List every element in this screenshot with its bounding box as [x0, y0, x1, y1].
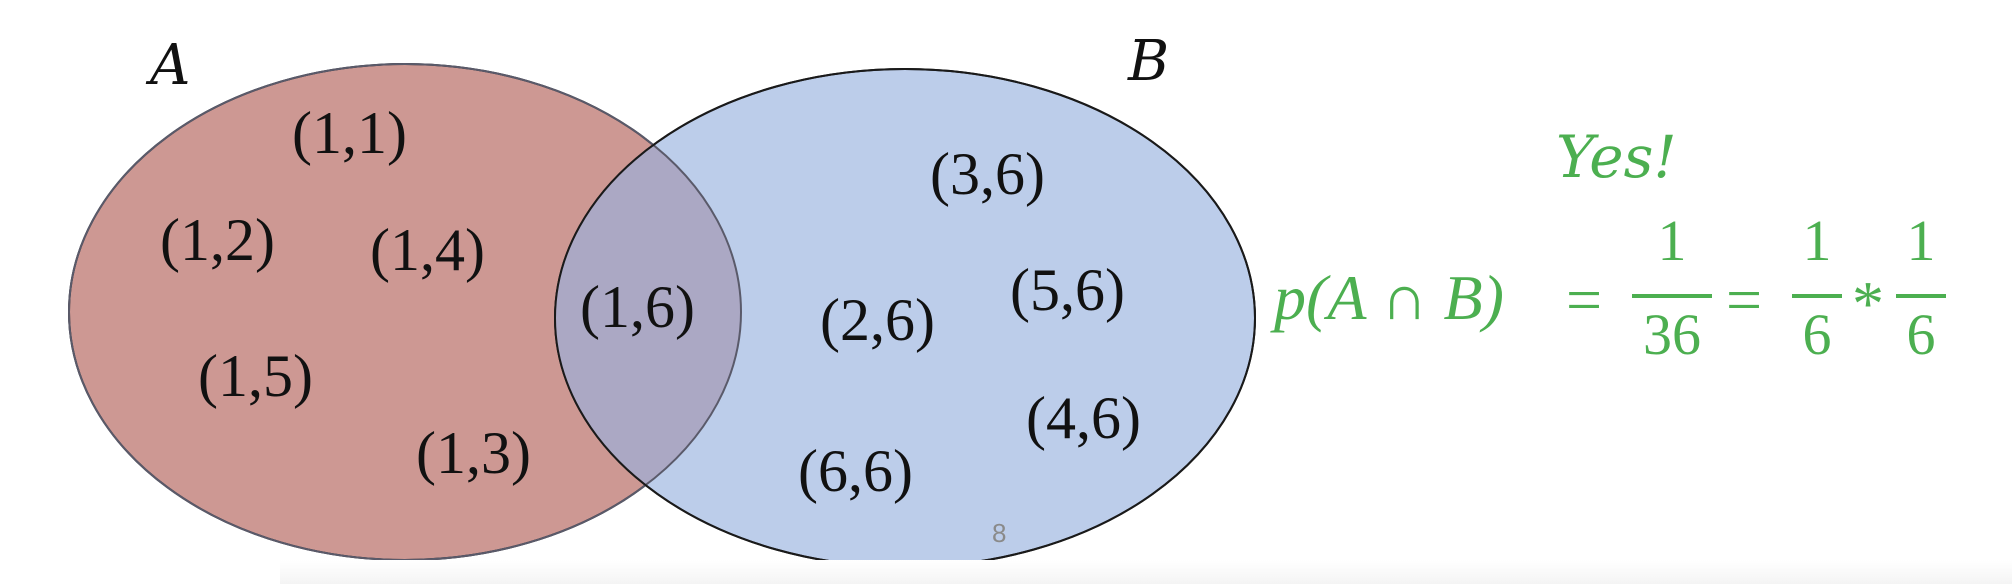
set-a-label: A	[150, 33, 191, 98]
fraction-2-denominator: 6	[1802, 302, 1832, 367]
set-b-label: B	[1128, 29, 1170, 94]
slide-number: 8	[992, 518, 1007, 548]
fraction-2-bar	[1792, 294, 1842, 298]
probability-lhs: p(A ∩ B)	[1274, 262, 1504, 333]
outcome-4-6: (4,6)	[1026, 385, 1141, 451]
slide-bottom-shadow	[280, 560, 2012, 584]
outcome-2-6: (2,6)	[820, 287, 935, 353]
outcome-6-6: (6,6)	[798, 438, 913, 504]
outcome-5-6: (5,6)	[1010, 257, 1125, 323]
outcome-1-4: (1,4)	[370, 217, 485, 283]
fraction-1-denominator: 36	[1643, 302, 1701, 367]
fraction-2-numerator: 1	[1802, 208, 1832, 273]
equals-sign-2: =	[1726, 264, 1763, 335]
equals-sign-1: =	[1566, 264, 1603, 335]
outcome-1-2: (1,2)	[160, 207, 275, 273]
multiply-sign: *	[1852, 268, 1884, 339]
outcome-3-6: (3,6)	[930, 141, 1045, 207]
fraction-1-bar	[1632, 294, 1712, 298]
yes-annotation: Yes!	[1556, 123, 1677, 191]
outcome-1-5: (1,5)	[198, 343, 313, 409]
fraction-3-bar	[1896, 294, 1946, 298]
fraction-1-numerator: 1	[1657, 208, 1687, 273]
outcome-1-1: (1,1)	[292, 100, 407, 166]
fraction-3-numerator: 1	[1906, 208, 1936, 273]
outcome-1-6: (1,6)	[580, 274, 695, 340]
outcome-1-3: (1,3)	[416, 420, 531, 486]
fraction-3-denominator: 6	[1906, 302, 1936, 367]
